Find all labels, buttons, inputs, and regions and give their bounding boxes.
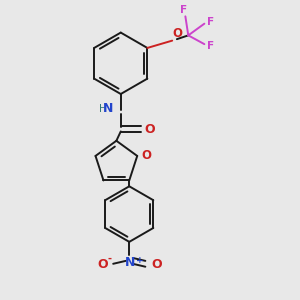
Text: F: F [180, 5, 188, 15]
Text: O: O [97, 258, 108, 271]
Text: O: O [145, 123, 155, 136]
Text: H: H [99, 103, 107, 114]
Text: N: N [103, 102, 113, 115]
Text: +: + [136, 256, 143, 265]
Text: O: O [142, 149, 152, 162]
Text: F: F [207, 17, 214, 27]
Text: O: O [173, 27, 183, 40]
Text: F: F [207, 40, 214, 51]
Text: O: O [151, 258, 162, 271]
Text: N: N [125, 256, 135, 269]
Text: -: - [107, 254, 111, 264]
